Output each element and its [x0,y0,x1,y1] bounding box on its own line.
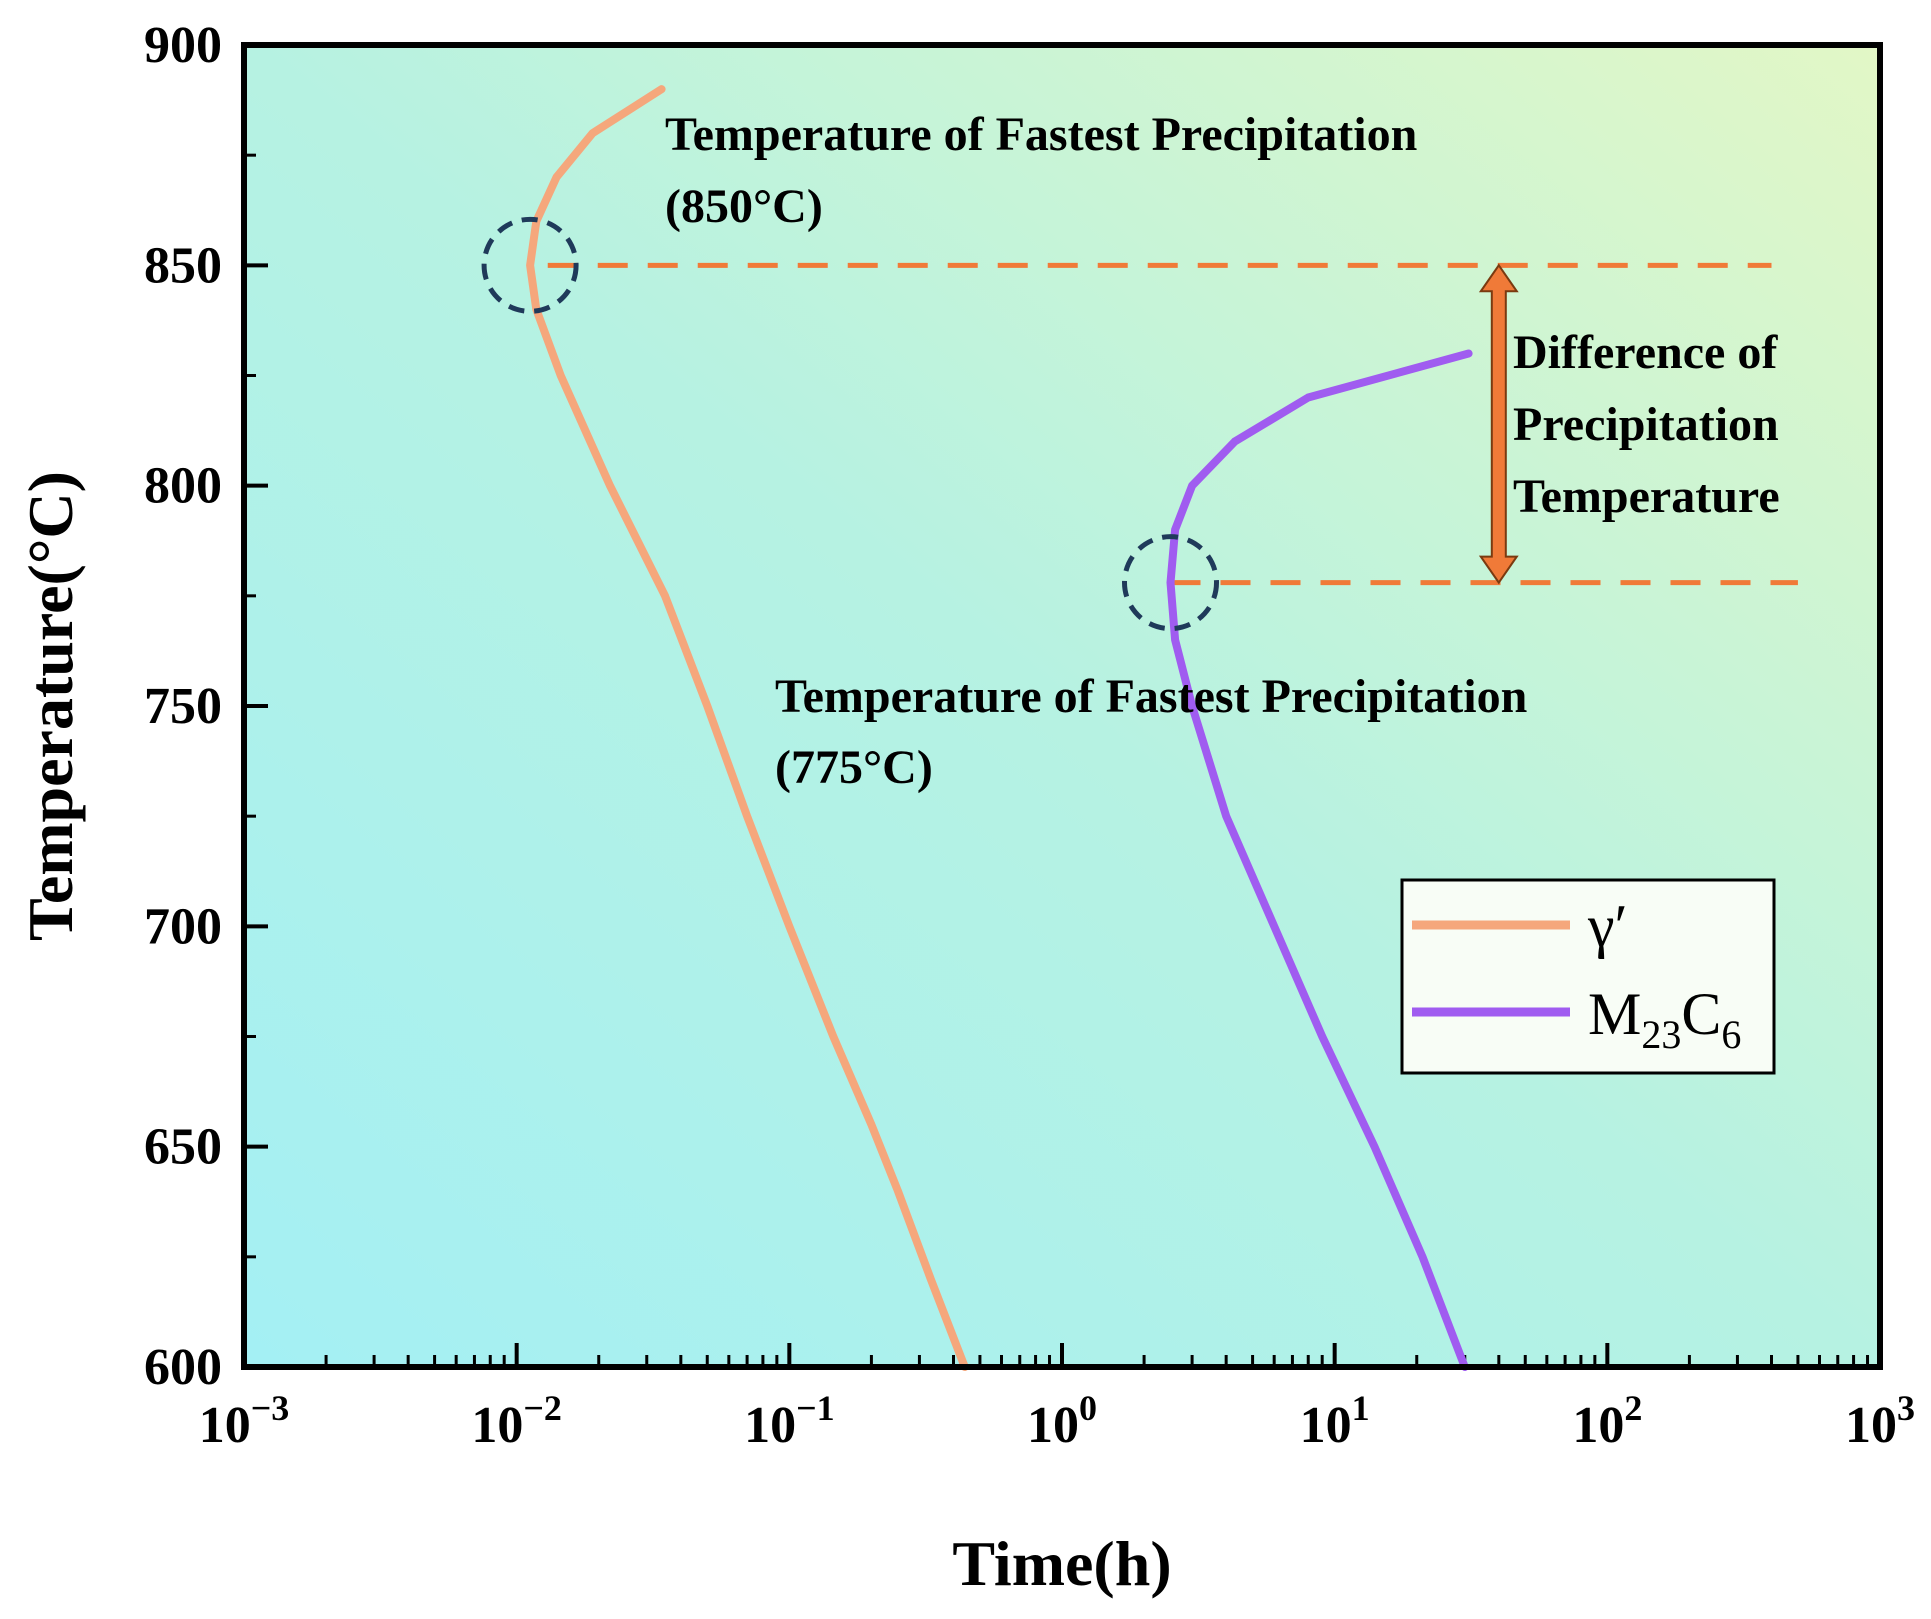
y-tick-label: 650 [144,1119,222,1176]
annotation-gamma-value: (850°C) [665,180,823,233]
series-line-0 [526,85,969,1371]
y-tick-label: 850 [144,237,222,294]
annotation-m23-value: (775°C) [775,741,933,794]
annotation-diff-line2: Precipitation [1513,398,1779,451]
x-tick-label: 101 [1300,1388,1370,1454]
x-tick-labels: 10−3 10−2 10−1 100 101 102 103 [199,1388,1915,1454]
y-tick-label: 750 [144,678,222,735]
x-tick-label: 103 [1845,1388,1915,1454]
x-axis-title: Time(h) [952,1528,1171,1599]
x-tick-label: 10−3 [199,1388,290,1454]
marker-fastest-850 [481,216,579,314]
y-tick-label: 700 [144,898,222,955]
reference-lines [547,262,1798,586]
series-line-1 [1166,349,1473,1371]
y-tick-label: 900 [144,17,222,74]
annotation-diff-line1: Difference of [1513,326,1778,379]
difference-arrow [1478,263,1519,585]
difference-double-arrow [1478,263,1519,585]
x-tick-label: 102 [1572,1388,1642,1454]
x-tick-label: 100 [1027,1388,1097,1454]
y-tick-label: 600 [144,1339,222,1396]
legend-label-m23c6: M23C6 [1588,981,1741,1057]
markers [481,216,1220,632]
annotation-gamma-title: Temperature of Fastest Precipitation [665,108,1417,161]
series-lines [526,85,1473,1371]
x-tick-label: 10−1 [744,1388,835,1454]
x-tick-label: 10−2 [471,1388,562,1454]
legend-label-gamma: γ′ [1587,893,1628,959]
plot-frame [241,42,1883,1370]
legend: γ′ M23C6 [1400,878,1776,1075]
annotation-diff-line3: Temperature [1513,470,1780,523]
legend-box [1400,878,1776,1075]
marker-fastest-775 [1122,534,1220,632]
annotation-m23-title: Temperature of Fastest Precipitation [775,670,1527,723]
y-tick-label: 800 [144,458,222,515]
y-axis-title: Temperature(°C) [15,471,86,941]
y-tick-labels: 600 650 700 750 800 850 900 [144,17,222,1396]
